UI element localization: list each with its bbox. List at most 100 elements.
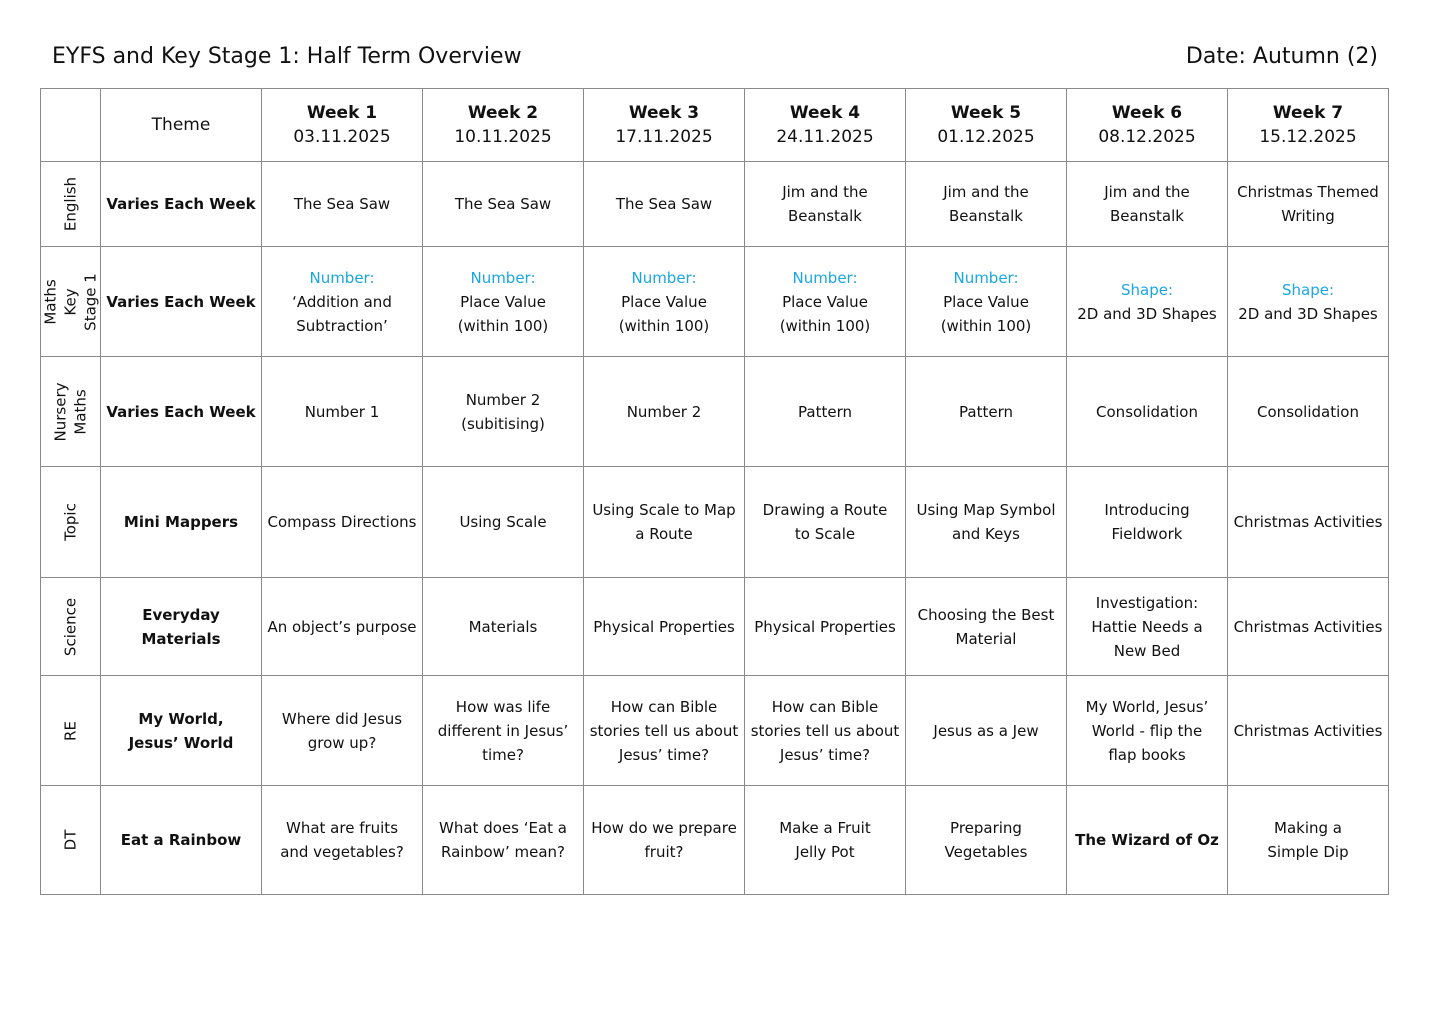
subject-cell: Maths Key Stage 1 <box>40 246 101 357</box>
week-cell: Compass Directions <box>261 466 423 578</box>
week-cell: Number 1 <box>261 356 423 467</box>
week-cell: Where did Jesus grow up? <box>261 675 423 786</box>
week-cell: Number: Place Value (within 100) <box>905 246 1067 357</box>
cell-text: Preparing Vegetables <box>944 819 1028 861</box>
week-cell: Choosing the Best Material <box>905 577 1067 676</box>
week-cell: Preparing Vegetables <box>905 785 1067 895</box>
subject-label: Nursery Maths <box>51 382 90 441</box>
table-row: Maths Key Stage 1 Varies Each Week Number:… <box>40 246 1389 357</box>
week-cell: Christmas Activities <box>1227 675 1389 786</box>
cell-text: Choosing the Best Material <box>917 605 1055 648</box>
cell-text: The Sea Saw <box>293 195 391 213</box>
cell-text: Using Scale <box>459 513 547 531</box>
week-header: Week 1 03.11.2025 <box>261 88 423 162</box>
week-header: Week 3 17.11.2025 <box>583 88 745 162</box>
strand-label: Number: <box>792 268 858 287</box>
theme-cell: Eat a Rainbow <box>100 785 262 895</box>
week-cell: Make a Fruit Jelly Pot <box>744 785 906 895</box>
theme-label: Mini Mappers <box>123 513 239 531</box>
week-cell: Using Scale <box>422 466 584 578</box>
theme-label: Eat a Rainbow <box>120 831 242 849</box>
week-name: Week 5 <box>950 103 1022 123</box>
week-cell: Number 2 <box>583 356 745 467</box>
strand-label: Number: <box>953 268 1019 287</box>
cell-text: Jesus as a Jew <box>933 721 1039 740</box>
week-cell: Using Map Symbol and Keys <box>905 466 1067 578</box>
week-name: Week 4 <box>789 103 861 123</box>
subject-label: English <box>61 176 80 232</box>
theme-cell: My World, Jesus’ World <box>100 675 262 786</box>
overview-table: Theme Week 1 03.11.2025 Week 2 10.11.2025 W… <box>40 88 1389 895</box>
cell-text: Christmas Activities <box>1233 513 1383 531</box>
table-row: Topic Mini Mappers Compass Directions Using… <box>40 466 1389 578</box>
week-header: Week 5 01.12.2025 <box>905 88 1067 162</box>
table-row: Nursery Maths Varies Each Week Number 1 Num… <box>40 356 1389 467</box>
cell-text: Investigation: Hattie Needs a New Bed <box>1091 593 1203 660</box>
subject-label: RE <box>61 720 80 741</box>
cell-text: How can Bible stories tell us about Jesu… <box>589 697 739 764</box>
cell-text: Number 2 (subitising) <box>461 390 545 433</box>
week-header: Week 7 15.12.2025 <box>1227 88 1389 162</box>
week-cell: Number: Place Value (within 100) <box>744 246 906 357</box>
cell-text: Number 1 <box>304 402 380 421</box>
cell-text: Physical Properties <box>754 617 896 636</box>
week-name: Week 7 <box>1272 103 1344 123</box>
week-cell: Physical Properties <box>744 577 906 676</box>
subject-cell: English <box>40 161 101 247</box>
subject-label: Maths Key Stage 1 <box>41 272 100 331</box>
week-header: Week 6 08.12.2025 <box>1066 88 1228 162</box>
week-cell: Consolidation <box>1066 356 1228 467</box>
cell-text: What does ‘Eat a Rainbow’ mean? <box>439 819 567 861</box>
table-row: Science Everyday Materials An object’s pur… <box>40 577 1389 676</box>
week-cell: How can Bible stories tell us about Jesu… <box>583 675 745 786</box>
week-cell: The Wizard of Oz <box>1066 785 1228 895</box>
week-cell: Jim and the Beanstalk <box>905 161 1067 247</box>
table-row: RE My World, Jesus’ World Where did Jesus … <box>40 675 1389 786</box>
cell-text: How was life different in Jesus’ time? <box>437 697 569 764</box>
subject-cell: RE <box>40 675 101 786</box>
page-title: EYFS and Key Stage 1: Half Term Overview <box>52 44 522 69</box>
week-cell: Christmas Themed Writing <box>1227 161 1389 247</box>
week-cell: Shape: 2D and 3D Shapes <box>1227 246 1389 357</box>
cell-text: Jim and the Beanstalk <box>943 183 1029 225</box>
cell-text: How can Bible stories tell us about Jesu… <box>750 697 900 764</box>
week-cell: An object’s purpose <box>261 577 423 676</box>
cell-text: 2D and 3D Shapes <box>1077 304 1217 323</box>
week-date: 01.12.2025 <box>937 127 1035 147</box>
cell-text: Consolidation <box>1096 402 1198 421</box>
theme-header: Theme <box>151 115 211 135</box>
cell-text: Materials <box>468 617 538 636</box>
week-cell: What does ‘Eat a Rainbow’ mean? <box>422 785 584 895</box>
cell-text: Using Map Symbol and Keys <box>916 501 1056 543</box>
cell-text: Physical Properties <box>593 617 735 636</box>
strand-label: Number: <box>470 268 536 287</box>
strand-label: Shape: <box>1120 280 1174 299</box>
cell-text: An object’s purpose <box>267 617 417 636</box>
theme-cell: Mini Mappers <box>100 466 262 578</box>
week-cell: Introducing Fieldwork <box>1066 466 1228 578</box>
cell-text: Consolidation <box>1257 402 1359 421</box>
cell-text: Jim and the Beanstalk <box>782 183 868 225</box>
week-cell: How can Bible stories tell us about Jesu… <box>744 675 906 786</box>
cell-text: ‘Addition and Subtraction’ <box>292 292 392 335</box>
strand-label: Number: <box>309 268 375 287</box>
week-cell: Number 2 (subitising) <box>422 356 584 467</box>
week-name: Week 2 <box>467 103 539 123</box>
theme-label: Varies Each Week <box>106 402 256 421</box>
week-cell: Jim and the Beanstalk <box>1066 161 1228 247</box>
strand-label: Shape: <box>1281 280 1335 299</box>
cell-text: Making a Simple Dip <box>1267 819 1349 861</box>
theme-label: My World, Jesus’ World <box>128 709 234 752</box>
cell-text: How do we prepare fruit? <box>591 819 737 861</box>
cell-text: Drawing a Route to Scale <box>762 501 888 543</box>
subject-cell: DT <box>40 785 101 895</box>
week-cell: Number: Place Value (within 100) <box>422 246 584 357</box>
week-header: Week 4 24.11.2025 <box>744 88 906 162</box>
week-cell: Materials <box>422 577 584 676</box>
week-cell: Pattern <box>905 356 1067 467</box>
week-cell: Jesus as a Jew <box>905 675 1067 786</box>
cell-text: What are fruits and vegetables? <box>280 819 404 861</box>
table-row: English Varies Each Week The Sea Saw The Se… <box>40 161 1389 247</box>
week-name: Week 3 <box>628 103 700 123</box>
week-cell: The Sea Saw <box>422 161 584 247</box>
